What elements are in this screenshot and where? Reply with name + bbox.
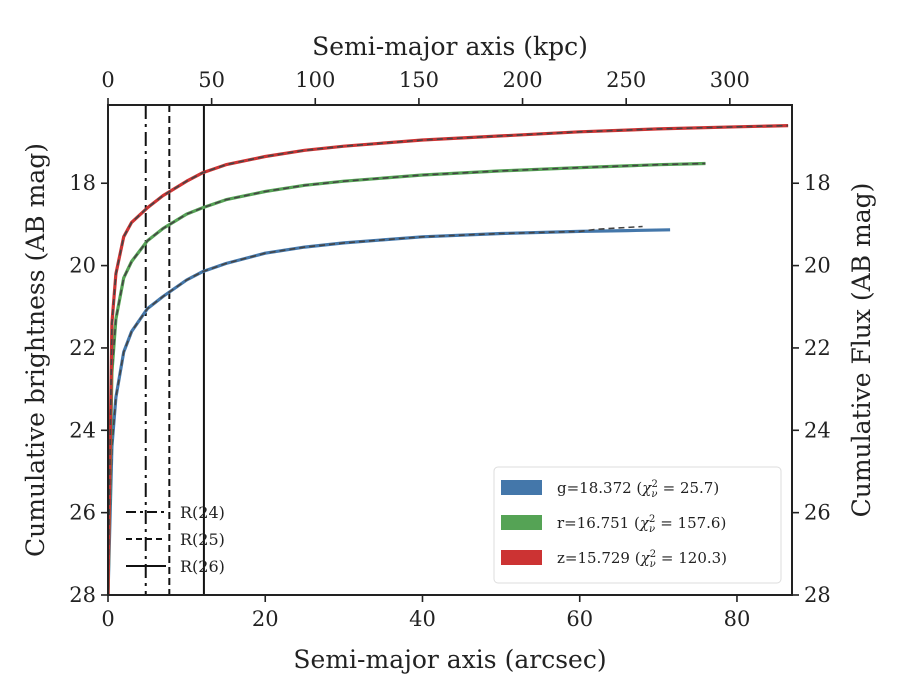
- right-tick-label: 24: [804, 418, 831, 442]
- y-tick-label: 26: [69, 501, 96, 525]
- series-legend-label: g=18.372 (χν2 = 25.7): [557, 479, 719, 500]
- top-axis-title: Semi-major axis (kpc): [312, 32, 588, 61]
- plot-frame: [107, 104, 793, 596]
- top-tick-label: 250: [606, 68, 646, 92]
- top-tick-label: 200: [502, 68, 542, 92]
- right-tick-label: 26: [804, 501, 831, 525]
- series-legend-box: [493, 466, 782, 584]
- x-tick-label: 20: [252, 607, 279, 631]
- y-tick-label: 28: [69, 583, 96, 607]
- reference-legend-label: R(26): [180, 557, 225, 576]
- top-tick-label: 150: [399, 68, 439, 92]
- top-tick-label: 0: [101, 68, 114, 92]
- right-axis-title: Cumulative Flux (AB mag): [847, 183, 876, 518]
- y-tick-label: 24: [69, 418, 96, 442]
- y-tick-label: 18: [69, 171, 96, 195]
- x-tick-label: 40: [409, 607, 436, 631]
- x-tick-label: 0: [101, 607, 114, 631]
- axes: 0 20 40 60 80 0 50 100 150 200 250 300 18 20 22 24 26 28 1…: [69, 68, 830, 631]
- x-tick-label: 80: [724, 607, 751, 631]
- right-tick-label: 22: [804, 336, 831, 360]
- reference-legend-label: R(24): [180, 503, 225, 522]
- series-legend-swatch: [501, 480, 542, 495]
- top-tick-label: 300: [710, 68, 750, 92]
- x-tick-label: 60: [566, 607, 593, 631]
- series-legend-label: z=15.729 (χν2 = 120.3): [557, 549, 727, 570]
- y-tick-label: 22: [69, 336, 96, 360]
- plot-clip-group: [108, 105, 789, 595]
- series-r-model-line: [108, 162, 706, 595]
- right-tick-label: 20: [804, 254, 831, 278]
- series-legend-swatch: [501, 515, 542, 530]
- y-tick-label: 20: [69, 254, 96, 278]
- series-g-model-line: [108, 225, 643, 595]
- x-axis-title: Semi-major axis (arcsec): [293, 645, 606, 674]
- top-tick-label: 100: [295, 68, 335, 92]
- series-z-model-line: [108, 124, 789, 595]
- right-tick-label: 18: [804, 171, 831, 195]
- series-legend-swatch: [501, 550, 542, 565]
- top-tick-label: 50: [198, 68, 225, 92]
- right-tick-label: 28: [804, 583, 831, 607]
- series-legend-label: r=16.751 (χν2 = 157.6): [557, 514, 726, 535]
- plot-area: [108, 105, 789, 595]
- y-axis-title: Cumulative brightness (AB mag): [21, 143, 50, 557]
- reference-legend-label: R(25): [180, 530, 225, 549]
- legend: R(24) R(25) R(26) g=18.372 (χν2 = 25.7) r=16…: [126, 466, 782, 584]
